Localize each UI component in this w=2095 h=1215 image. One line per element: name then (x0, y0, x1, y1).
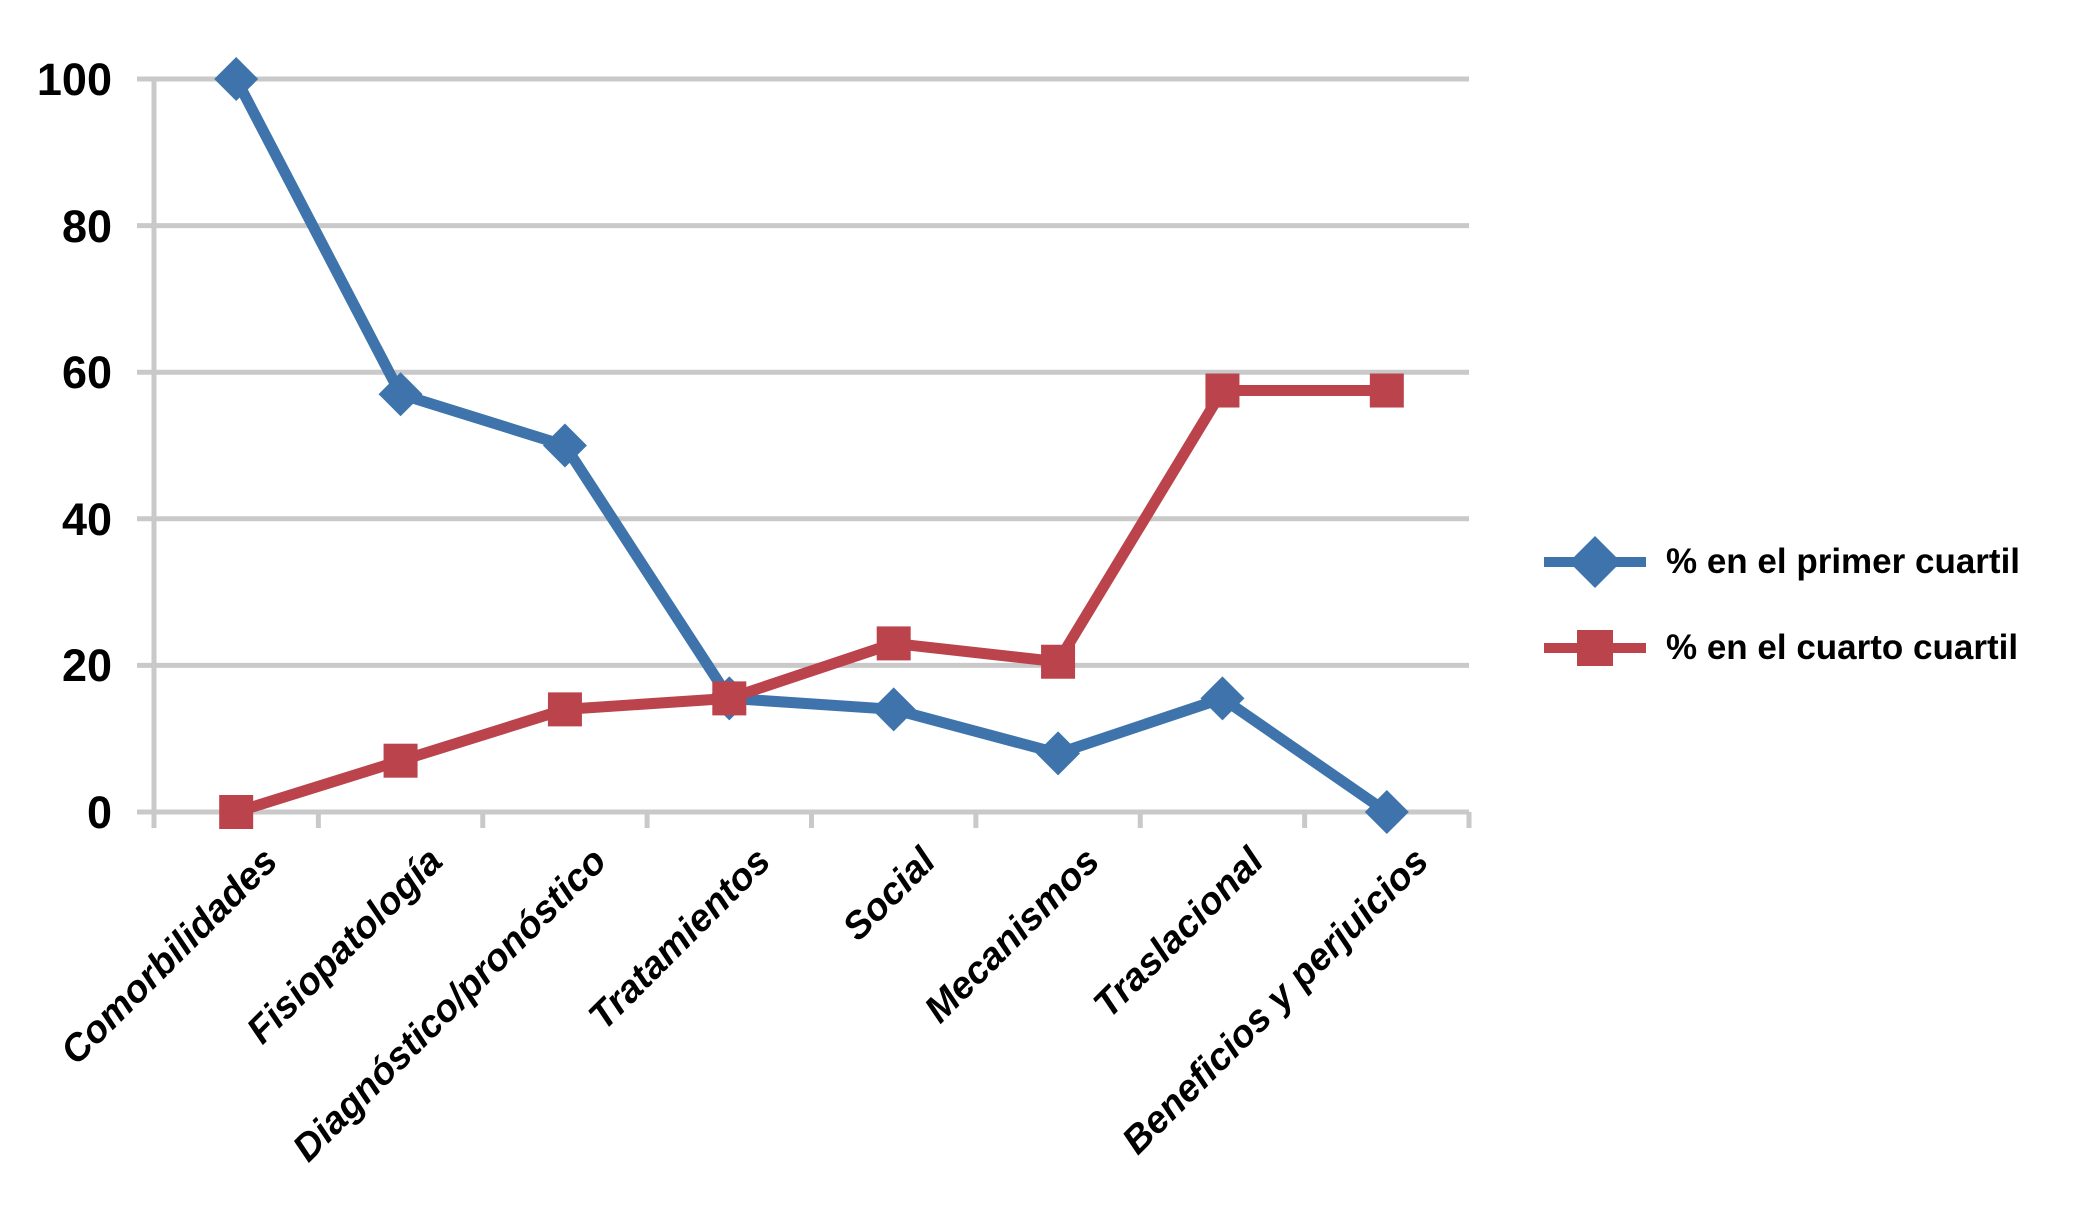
data-point-square (1205, 373, 1240, 408)
data-point-square (1369, 373, 1404, 408)
y-axis-tick-label: 20 (61, 640, 112, 692)
data-point-diamond (214, 57, 259, 101)
data-point-square (1041, 644, 1076, 679)
legend-square-marker-icon (1544, 630, 1646, 666)
data-point-diamond (871, 687, 916, 732)
y-axis-tick-label: 0 (86, 787, 112, 838)
data-point-square (383, 743, 418, 778)
series-line-0 (230, 73, 1393, 818)
legend-entry-primer-cuartil: % en el primer cuartil (1542, 526, 2020, 598)
legend: % en el primer cuartil % en el cuarto cu… (1542, 526, 2020, 684)
legend-entry-cuarto-cuartil: % en el cuarto cuartil (1542, 612, 2020, 684)
data-point-diamond (1036, 731, 1081, 776)
legend-label-cuarto-cuartil: % en el cuarto cuartil (1666, 628, 2019, 667)
data-point-square (219, 795, 254, 829)
y-axis-tick-label: 40 (61, 493, 112, 545)
data-point-square (876, 626, 911, 661)
y-axis-tick-label: 100 (36, 54, 112, 105)
y-axis-tick-label: 60 (61, 347, 112, 399)
y-axis-tick-label: 80 (61, 200, 112, 252)
data-point-diamond (1364, 790, 1409, 834)
legend-diamond-marker-icon (1544, 536, 1646, 588)
data-point-diamond (1200, 676, 1245, 721)
legend-square-glyph (1577, 630, 1613, 666)
series-line-1 (230, 385, 1393, 818)
data-point-diamond (378, 372, 423, 417)
legend-diamond-glyph (1569, 536, 1621, 588)
data-point-square (712, 681, 747, 716)
data-point-square (547, 692, 582, 727)
data-point-diamond (542, 423, 587, 468)
legend-label-primer-cuartil: % en el primer cuartil (1666, 542, 2021, 581)
